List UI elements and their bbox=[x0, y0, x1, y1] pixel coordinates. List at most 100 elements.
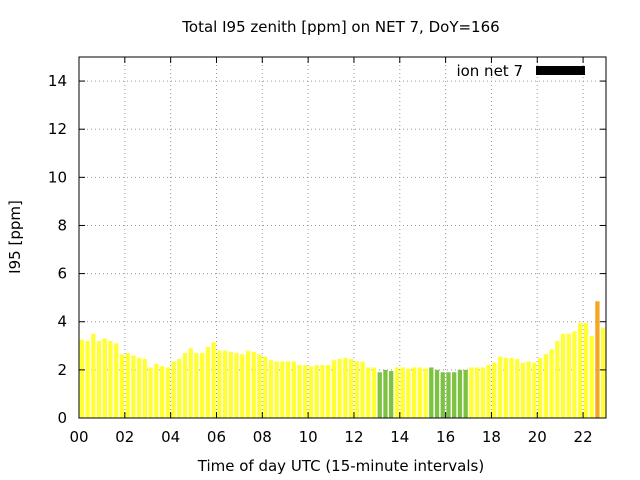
bar bbox=[492, 362, 497, 418]
bar bbox=[549, 349, 554, 418]
legend-label: ion net 7 bbox=[456, 62, 523, 80]
y-tick-label: 4 bbox=[57, 313, 67, 331]
bar bbox=[131, 355, 136, 418]
x-tick-label: 12 bbox=[344, 428, 363, 446]
bar bbox=[159, 366, 165, 418]
bar bbox=[503, 357, 508, 418]
legend: ion net 7 bbox=[456, 62, 585, 80]
y-tick-label: 2 bbox=[57, 361, 67, 379]
bar bbox=[285, 361, 291, 418]
bar bbox=[222, 350, 228, 418]
bar bbox=[102, 338, 107, 418]
x-tick-label: 18 bbox=[482, 428, 501, 446]
bar bbox=[125, 353, 130, 418]
bar bbox=[354, 361, 359, 418]
bar bbox=[337, 359, 342, 418]
x-tick-label: 20 bbox=[528, 428, 547, 446]
bar bbox=[383, 369, 388, 418]
bar bbox=[463, 369, 468, 418]
bar bbox=[429, 367, 434, 418]
bar bbox=[406, 368, 411, 418]
bar bbox=[263, 356, 268, 418]
bar bbox=[217, 350, 222, 418]
bar bbox=[434, 369, 440, 418]
bar bbox=[171, 361, 176, 418]
bar bbox=[423, 368, 428, 418]
bar bbox=[194, 353, 199, 418]
bar bbox=[280, 361, 285, 418]
bar bbox=[394, 367, 400, 418]
bar bbox=[228, 351, 233, 418]
bar bbox=[595, 301, 600, 418]
bar bbox=[440, 372, 445, 418]
bar bbox=[377, 372, 382, 418]
bar bbox=[303, 365, 308, 418]
bar bbox=[532, 362, 537, 418]
y-tick-label: 14 bbox=[48, 72, 67, 90]
bar bbox=[543, 354, 549, 418]
bar bbox=[148, 367, 153, 418]
bar bbox=[343, 357, 348, 418]
bar bbox=[188, 348, 193, 418]
bar bbox=[497, 356, 503, 418]
bar bbox=[251, 351, 256, 418]
bar bbox=[268, 360, 274, 418]
bar bbox=[142, 359, 148, 418]
plot-frame bbox=[78, 56, 607, 419]
bar bbox=[589, 336, 594, 418]
bar bbox=[560, 333, 566, 418]
bar bbox=[91, 333, 96, 418]
bar bbox=[182, 353, 188, 418]
bars-layer bbox=[79, 301, 606, 418]
bar bbox=[417, 367, 422, 418]
bar bbox=[320, 365, 325, 418]
bar bbox=[411, 367, 417, 418]
x-axis-label: Time of day UTC (15-minute intervals) bbox=[197, 457, 484, 475]
bar bbox=[234, 353, 239, 418]
bar bbox=[348, 359, 354, 418]
bar bbox=[257, 354, 262, 418]
bar bbox=[326, 365, 331, 418]
y-tick-label: 6 bbox=[57, 265, 67, 283]
bar bbox=[291, 361, 296, 418]
x-tick-label: 16 bbox=[436, 428, 455, 446]
bar bbox=[177, 359, 182, 418]
bar bbox=[452, 372, 457, 418]
bar bbox=[469, 367, 474, 418]
x-tick-label: 14 bbox=[390, 428, 409, 446]
bar bbox=[114, 343, 119, 418]
y-tick-label: 12 bbox=[48, 120, 67, 138]
bar bbox=[509, 357, 514, 418]
bar bbox=[578, 322, 583, 418]
chart-title: Total I95 zenith [ppm] on NET 7, DoY=166 bbox=[181, 18, 499, 36]
bar bbox=[200, 353, 205, 418]
x-tick-label: 06 bbox=[207, 428, 226, 446]
bar bbox=[154, 363, 159, 418]
bar bbox=[566, 333, 571, 418]
bar bbox=[245, 350, 251, 418]
x-tick-label: 02 bbox=[115, 428, 134, 446]
bar bbox=[446, 372, 451, 418]
bar bbox=[360, 361, 365, 418]
y-tick-label: 8 bbox=[57, 216, 67, 234]
bar bbox=[96, 340, 102, 418]
grid-layer bbox=[79, 57, 606, 418]
bar bbox=[331, 360, 337, 418]
y-tick-label: 0 bbox=[57, 409, 67, 427]
bar bbox=[108, 340, 113, 418]
bar bbox=[555, 340, 560, 418]
bar bbox=[480, 367, 485, 418]
bar bbox=[520, 362, 526, 418]
bar bbox=[400, 367, 405, 418]
bar bbox=[85, 340, 90, 418]
bar bbox=[366, 367, 371, 418]
bar bbox=[583, 322, 589, 418]
bar bbox=[526, 361, 531, 418]
y-tick-label: 10 bbox=[48, 168, 67, 186]
bar bbox=[474, 367, 480, 418]
bar bbox=[371, 367, 377, 418]
legend-swatch bbox=[536, 66, 585, 75]
bar bbox=[211, 342, 216, 418]
bar bbox=[515, 359, 520, 418]
